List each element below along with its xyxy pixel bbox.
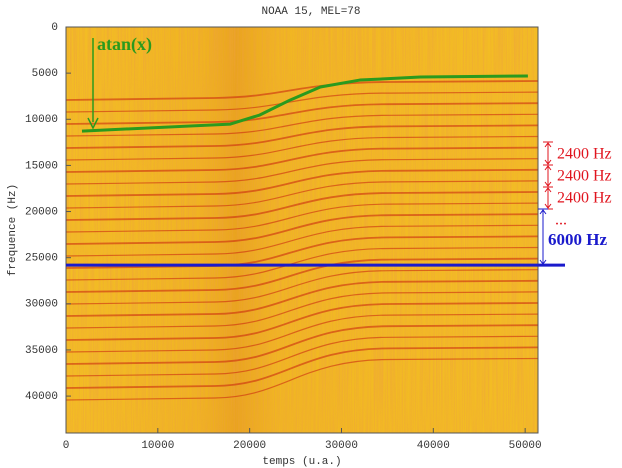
- harmonic-trace: [66, 158, 538, 185]
- harmonic-trace: [66, 357, 538, 401]
- harmonic-trace: [66, 279, 538, 317]
- x-tick-label: 0: [63, 440, 70, 452]
- plot-frame: [65, 26, 539, 434]
- bracket-head: [539, 209, 547, 265]
- bracket-head: [544, 187, 552, 209]
- series-line: [81, 74, 528, 133]
- harmonic-trace: [66, 102, 538, 125]
- harmonics: [66, 80, 538, 401]
- y-tick-label: 30000: [25, 299, 58, 311]
- y-tick-label: 20000: [25, 206, 58, 218]
- chart-title: NOAA 15, MEL=78: [261, 6, 360, 18]
- harmonic-trace: [66, 113, 538, 137]
- annotation: 2400 Hz: [557, 146, 612, 163]
- x-tick-label: 40000: [417, 440, 450, 452]
- spectrogram-image: [66, 27, 538, 433]
- series-label: atan(x): [97, 34, 152, 55]
- harmonic-trace: [66, 257, 538, 293]
- bracket-head: [544, 142, 552, 165]
- harmonic-trace: [66, 313, 538, 353]
- harmonic-trace: [66, 135, 538, 161]
- harmonic-trace: [66, 124, 538, 149]
- y-tick-label: 0: [51, 22, 58, 34]
- harmonic-trace: [66, 346, 538, 389]
- harmonic-trace: [66, 269, 538, 305]
- x-tick-label: 30000: [325, 440, 358, 452]
- y-tick-label: 40000: [25, 391, 58, 403]
- harmonic-trace: [66, 146, 538, 173]
- annotation: 6000 Hz: [548, 230, 607, 249]
- annotation: 2400 Hz: [557, 190, 612, 207]
- harmonic-trace: [66, 80, 538, 101]
- harmonic-trace: [66, 91, 538, 113]
- x-tick-label: 50000: [509, 440, 542, 452]
- y-tick-label: 15000: [25, 160, 58, 172]
- harmonic-trace: [66, 191, 538, 221]
- y-tick-label: 10000: [25, 114, 58, 126]
- y-tick-label: 35000: [25, 345, 58, 357]
- harmonic-trace: [66, 168, 538, 197]
- x-tick-label: 10000: [141, 440, 174, 452]
- annotation: 2400 Hz: [557, 168, 612, 185]
- bracket-head: [544, 165, 552, 187]
- harmonic-trace: [66, 202, 538, 233]
- y-axis-label: frequence (Hz): [7, 184, 19, 276]
- harmonic-trace: [66, 246, 538, 281]
- harmonic-trace: [66, 302, 538, 341]
- y-tick-label: 5000: [32, 68, 58, 80]
- harmonic-trace: [66, 180, 538, 209]
- harmonic-trace: [66, 224, 538, 257]
- series-arrowhead: [87, 117, 99, 130]
- harmonic-trace: [66, 213, 538, 245]
- harmonic-trace: [66, 291, 538, 329]
- x-tick-label: 20000: [233, 440, 266, 452]
- harmonic-trace: [66, 335, 538, 377]
- harmonic-trace: [66, 324, 538, 365]
- x-axis-label: temps (u.a.): [262, 456, 341, 468]
- annotation: ...: [555, 212, 567, 229]
- y-tick-label: 25000: [25, 253, 58, 265]
